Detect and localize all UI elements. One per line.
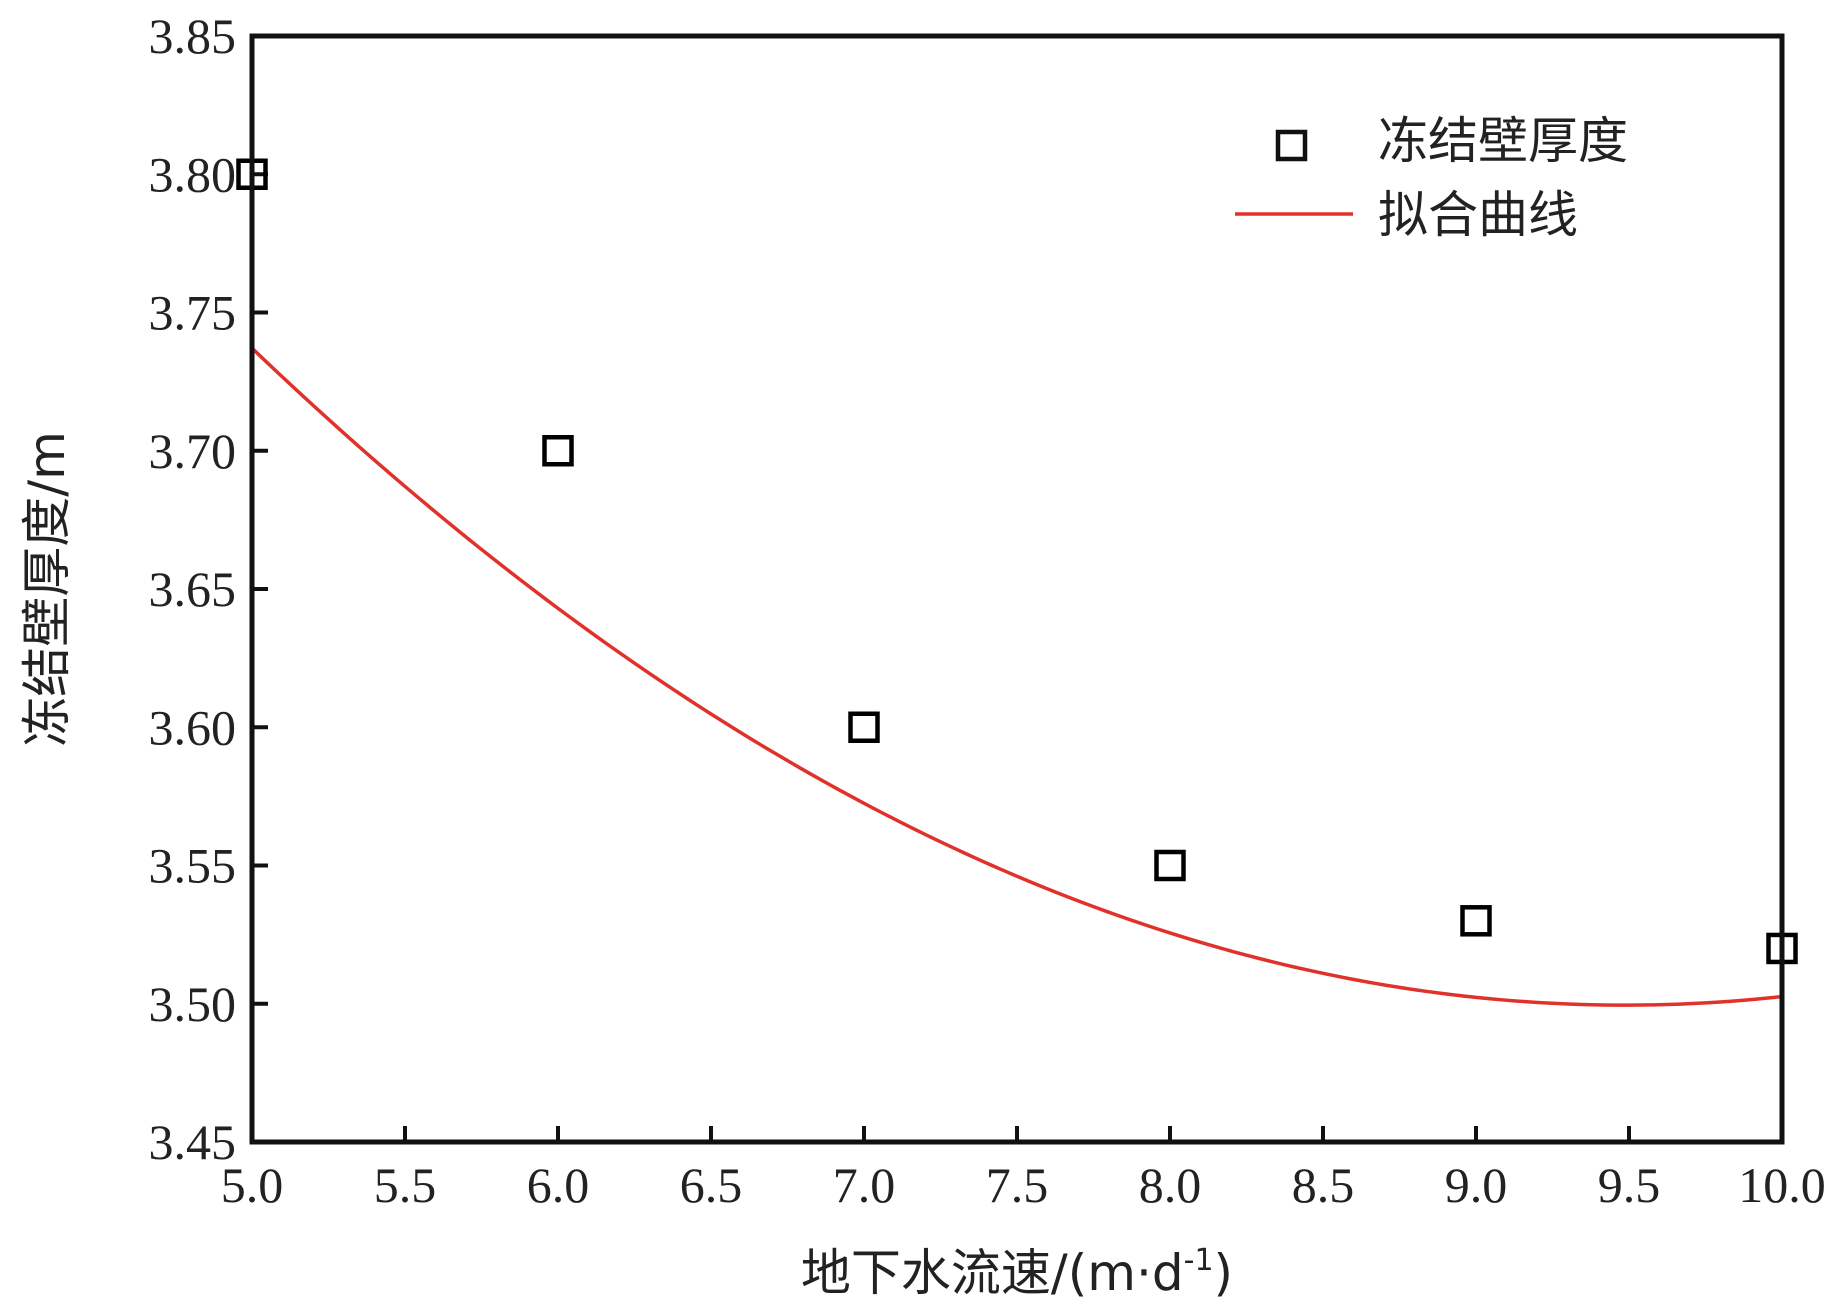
data-point-marker <box>542 435 574 467</box>
y-tick-label: 3.75 <box>149 285 237 341</box>
x-tick-label: 7.0 <box>833 1157 896 1213</box>
y-tick-label: 3.55 <box>149 838 237 894</box>
fit-curve-line <box>250 346 1783 1007</box>
legend-square-marker <box>1275 129 1308 162</box>
y-tick-label: 3.85 <box>149 8 237 64</box>
data-points <box>236 158 1798 965</box>
y-tick-label: 3.60 <box>149 699 237 755</box>
y-axis-title: 冻结壁厚度/m <box>18 431 76 747</box>
x-tick-label: 5.5 <box>374 1157 437 1213</box>
y-tick-labels: 3.45 3.50 3.55 3.60 3.65 3.70 3.75 3.80 3.85 <box>149 8 237 1170</box>
x-axis-title-main: 地下水流速/(m·d <box>801 1244 1184 1302</box>
plot-area-frame <box>249 33 1785 1145</box>
data-point-marker <box>848 711 880 743</box>
x-axis-title-tail: ) <box>1214 1244 1234 1302</box>
x-tick-label: 8.5 <box>1292 1157 1355 1213</box>
y-tick-label: 3.50 <box>149 976 237 1032</box>
legend: 冻结壁厚度 拟合曲线 <box>1235 112 1628 244</box>
data-point-marker <box>1460 905 1492 937</box>
legend-label-fit: 拟合曲线 <box>1378 186 1578 244</box>
x-axis-title-superscript: -1 <box>1184 1243 1214 1278</box>
x-tick-label: 9.0 <box>1445 1157 1508 1213</box>
data-point-marker <box>1154 849 1186 882</box>
x-tick-label: 6.0 <box>527 1157 590 1213</box>
x-tick-label: 10.0 <box>1738 1157 1826 1213</box>
y-tick-label: 3.80 <box>149 146 237 202</box>
x-tick-label: 6.5 <box>680 1157 743 1213</box>
x-tick-label: 9.5 <box>1598 1157 1661 1213</box>
x-tick-labels: 5.0 5.5 6.0 6.5 7.0 7.5 8.0 8.5 9.0 9.5 10.0 <box>221 1157 1826 1213</box>
x-tick-label: 8.0 <box>1139 1157 1202 1213</box>
x-axis-title: 地下水流速/(m·d-1) <box>801 1243 1233 1302</box>
legend-label-thickness: 冻结壁厚度 <box>1378 112 1628 170</box>
x-tick-label: 5.0 <box>221 1157 284 1213</box>
y-tick-label: 3.45 <box>149 1114 237 1170</box>
y-tick-label: 3.70 <box>149 423 237 479</box>
y-tick-label: 3.65 <box>149 561 237 617</box>
x-tick-label: 7.5 <box>986 1157 1049 1213</box>
